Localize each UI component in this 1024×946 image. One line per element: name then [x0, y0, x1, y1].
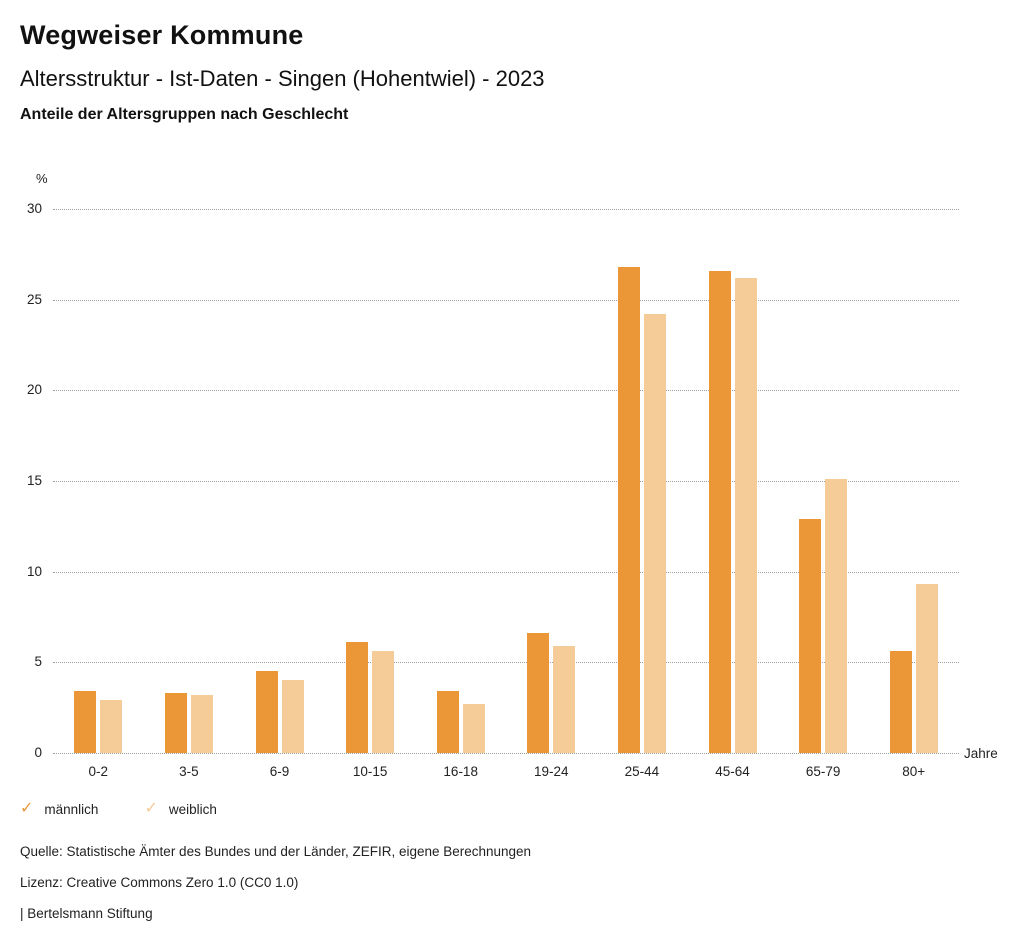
- legend: ✓ männlich ✓ weiblich: [20, 801, 217, 817]
- y-axis-unit-label: %: [36, 171, 48, 186]
- gridline-5: [53, 662, 959, 664]
- y-tick-label-5: 5: [34, 654, 42, 670]
- x-tick-label-19-24: 19-24: [534, 764, 569, 779]
- bar-maennlich-19-24[interactable]: [527, 633, 550, 753]
- bar-weiblich-6-9[interactable]: [281, 680, 304, 753]
- bar-weiblich-65-79[interactable]: [825, 479, 848, 753]
- gridline-25: [53, 299, 959, 301]
- x-tick-label-65-79: 65-79: [805, 764, 841, 779]
- gridline-20: [53, 390, 959, 392]
- legend-label-maennlich: männlich: [44, 801, 99, 817]
- footer: Quelle: Statistische Ämter des Bundes un…: [20, 844, 531, 937]
- x-tick-label-10-15: 10-15: [352, 764, 388, 779]
- gridline-0: [53, 753, 959, 754]
- chart-subtitle: Altersstruktur - Ist-Daten - Singen (Hoh…: [20, 66, 545, 91]
- x-tick-label-45-64: 45-64: [715, 764, 750, 779]
- bar-maennlich-10-15[interactable]: [346, 642, 369, 753]
- bar-weiblich-80[interactable]: [915, 584, 938, 753]
- plot-area: 0 5 10 15 20 25 30 0-2 3-5 6-9 10-15 16-18 19-24 25-4…: [27, 201, 959, 779]
- y-tick-label-10: 10: [26, 563, 42, 579]
- page-title: Wegweiser Kommune: [20, 20, 304, 50]
- bar-weiblich-10-15[interactable]: [372, 651, 395, 753]
- bar-maennlich-65-79[interactable]: [799, 519, 822, 753]
- bar-weiblich-3-5[interactable]: [190, 694, 213, 753]
- bar-weiblich-45-64[interactable]: [734, 277, 757, 753]
- x-tick-label-25-44: 25-44: [624, 764, 660, 779]
- y-tick-label-20: 20: [26, 382, 42, 398]
- legend-item-maennlich[interactable]: ✓ männlich: [20, 801, 98, 817]
- source-line: Quelle: Statistische Ämter des Bundes un…: [20, 844, 532, 859]
- bar-maennlich-0-2[interactable]: [74, 691, 97, 753]
- attribution-line: | Bertelsmann Stiftung: [20, 906, 153, 921]
- legend-label-weiblich: weiblich: [168, 801, 217, 817]
- x-axis-unit-label: Jahre: [964, 746, 998, 761]
- license-line: Lizenz: Creative Commons Zero 1.0 (CC0 1…: [20, 875, 299, 890]
- gridline-10: [53, 571, 959, 573]
- gridline-15: [53, 481, 959, 482]
- check-icon: ✓: [20, 800, 34, 817]
- bar-weiblich-16-18[interactable]: [462, 704, 485, 753]
- bar-maennlich-25-44[interactable]: [617, 267, 640, 753]
- bar-maennlich-16-18[interactable]: [436, 691, 459, 753]
- bar-maennlich-3-5[interactable]: [164, 693, 187, 753]
- y-tick-label-0: 0: [34, 745, 42, 761]
- bar-weiblich-0-2[interactable]: [100, 700, 123, 753]
- bar-weiblich-25-44[interactable]: [643, 314, 666, 753]
- check-icon: ✓: [144, 800, 158, 817]
- bar-maennlich-6-9[interactable]: [255, 671, 278, 753]
- gridline-30: [53, 209, 959, 210]
- legend-item-weiblich[interactable]: ✓ weiblich: [144, 801, 216, 817]
- y-tick-label-25: 25: [26, 291, 42, 307]
- bar-maennlich-80[interactable]: [889, 651, 912, 753]
- y-tick-label-30: 30: [26, 201, 42, 217]
- y-tick-label-15: 15: [26, 473, 42, 489]
- chart-heading: Anteile der Altersgruppen nach Geschlech…: [20, 106, 349, 123]
- x-tick-label-16-18: 16-18: [443, 764, 478, 779]
- x-tick-label-80: 80+: [902, 764, 926, 779]
- x-tick-label-3-5: 3-5: [179, 764, 199, 779]
- x-tick-label-0-2: 0-2: [88, 764, 109, 779]
- x-tick-label-6-9: 6-9: [269, 764, 290, 779]
- bar-maennlich-45-64[interactable]: [708, 270, 731, 753]
- bar-weiblich-19-24[interactable]: [553, 646, 576, 753]
